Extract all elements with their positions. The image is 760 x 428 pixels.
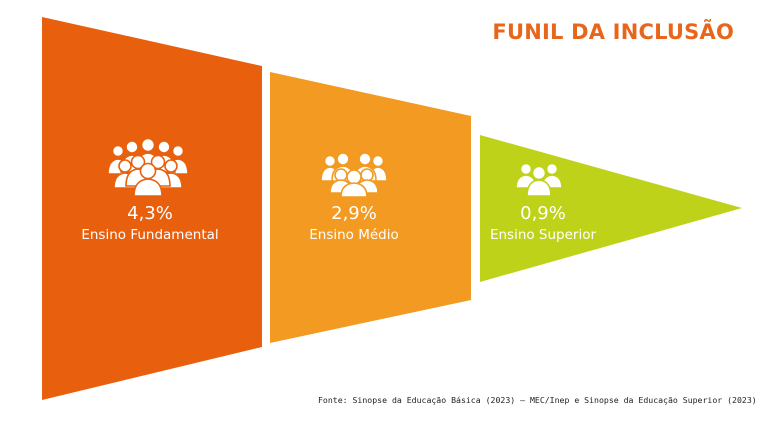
stage-value: 4,3% xyxy=(127,203,173,224)
stage-name: Ensino Fundamental xyxy=(81,227,219,243)
people-group-icon xyxy=(321,152,387,197)
page-title: FUNIL DA INCLUSÃO xyxy=(492,20,734,44)
stage-label-medio: 2,9% Ensino Médio xyxy=(289,204,419,244)
funnel-segment-fundamental xyxy=(42,17,262,400)
stage-value: 2,9% xyxy=(331,203,377,224)
source-note: Fonte: Sinopse da Educação Básica (2023)… xyxy=(318,395,760,405)
stage-name: Ensino Superior xyxy=(489,227,597,243)
stage-value: 0,9% xyxy=(520,203,566,224)
people-group-icon xyxy=(516,162,562,196)
stage-label-fundamental: 4,3% Ensino Fundamental xyxy=(60,204,240,244)
stage-name: Ensino Médio xyxy=(309,227,399,243)
funnel-segment-medio xyxy=(270,72,471,343)
people-group-icon xyxy=(108,138,188,196)
stage-label-superior: 0,9% Ensino Superior xyxy=(483,204,603,244)
